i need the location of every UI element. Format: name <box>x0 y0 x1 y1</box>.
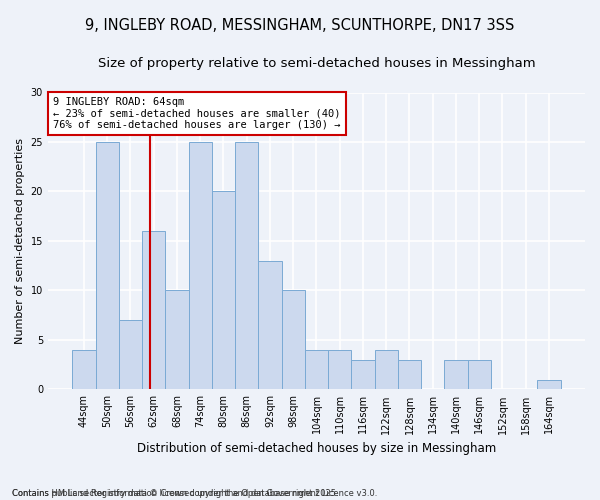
Bar <box>212 192 235 390</box>
Bar <box>188 142 212 390</box>
Bar <box>281 290 305 390</box>
Bar <box>538 380 560 390</box>
X-axis label: Distribution of semi-detached houses by size in Messingham: Distribution of semi-detached houses by … <box>137 442 496 455</box>
Bar <box>328 350 352 390</box>
Text: Contains HM Land Registry data © Crown copyright and database right 2025.: Contains HM Land Registry data © Crown c… <box>12 488 338 498</box>
Bar <box>119 320 142 390</box>
Bar <box>259 261 281 390</box>
Bar <box>235 142 259 390</box>
Text: Contains public sector information licensed under the Open Government Licence v3: Contains public sector information licen… <box>12 478 377 498</box>
Bar <box>95 142 119 390</box>
Text: 9 INGLEBY ROAD: 64sqm
← 23% of semi-detached houses are smaller (40)
76% of semi: 9 INGLEBY ROAD: 64sqm ← 23% of semi-deta… <box>53 97 341 130</box>
Text: 9, INGLEBY ROAD, MESSINGHAM, SCUNTHORPE, DN17 3SS: 9, INGLEBY ROAD, MESSINGHAM, SCUNTHORPE,… <box>85 18 515 32</box>
Bar <box>142 231 166 390</box>
Bar <box>73 350 95 390</box>
Bar <box>352 360 374 390</box>
Bar <box>398 360 421 390</box>
Bar <box>374 350 398 390</box>
Bar <box>166 290 188 390</box>
Title: Size of property relative to semi-detached houses in Messingham: Size of property relative to semi-detach… <box>98 58 535 70</box>
Bar <box>445 360 467 390</box>
Bar <box>305 350 328 390</box>
Y-axis label: Number of semi-detached properties: Number of semi-detached properties <box>15 138 25 344</box>
Bar <box>467 360 491 390</box>
